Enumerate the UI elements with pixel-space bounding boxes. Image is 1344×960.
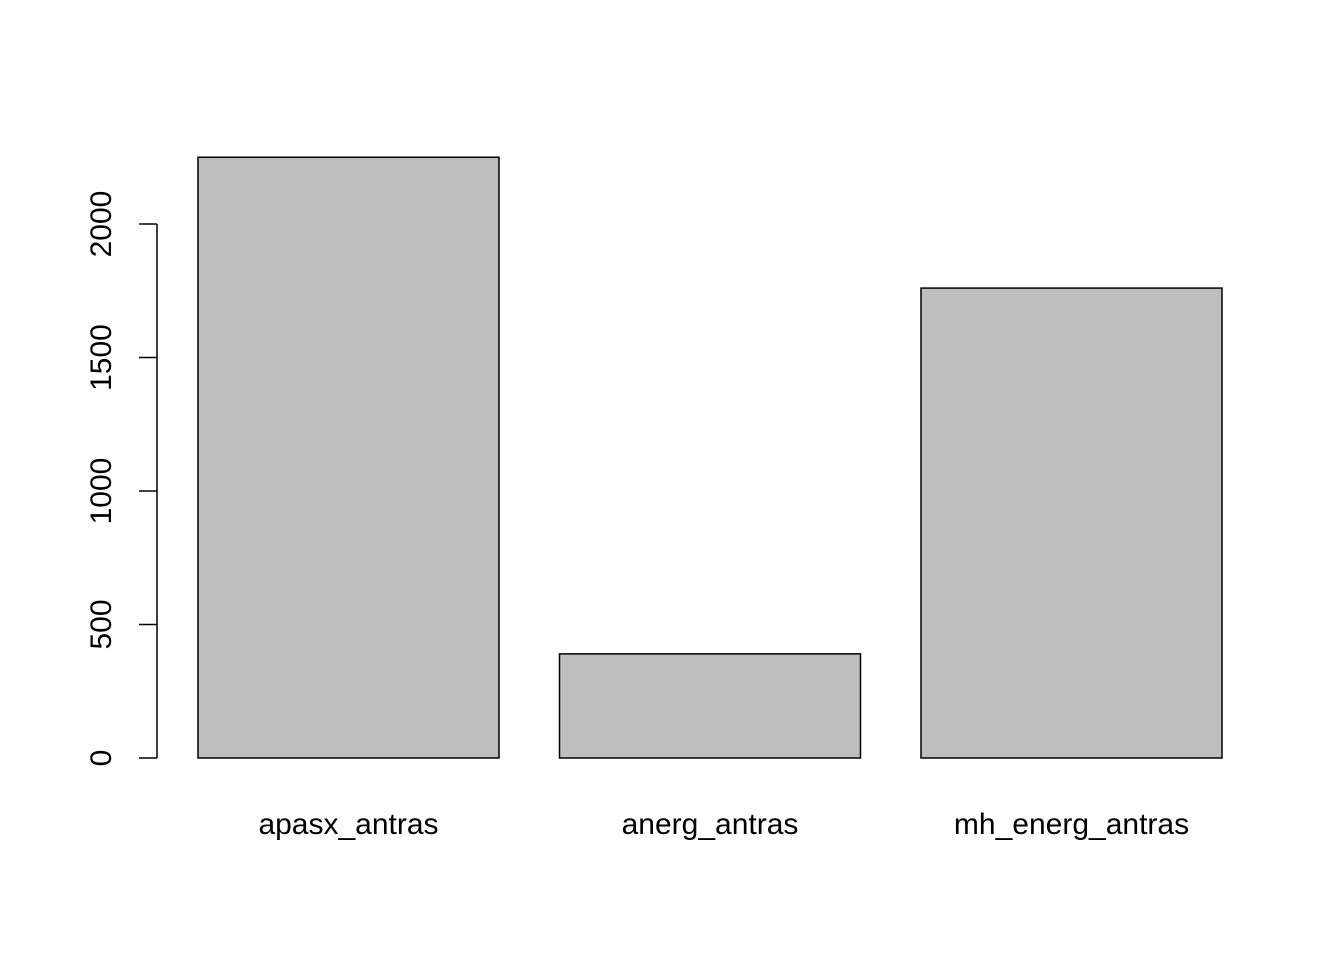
y-tick-label: 1000 [85,458,118,525]
x-tick-label: mh_energ_antras [954,808,1189,841]
x-axis-labels: apasx_antras anerg_antras mh_energ_antras [258,808,1189,841]
y-tick-label: 500 [85,599,118,649]
y-tick-label: 1500 [85,324,118,391]
x-tick-label: apasx_antras [258,808,438,841]
bar-apasx-antras [197,156,500,759]
y-tick-label: 0 [85,750,118,767]
bars [197,156,1223,759]
x-tick-label: anerg_antras [622,808,799,841]
y-axis: 0 500 1000 1500 2000 [85,191,158,767]
bar-anerg-antras [558,653,862,759]
bar-mh-energ-antras [920,287,1223,759]
y-tick-label: 2000 [85,191,118,258]
